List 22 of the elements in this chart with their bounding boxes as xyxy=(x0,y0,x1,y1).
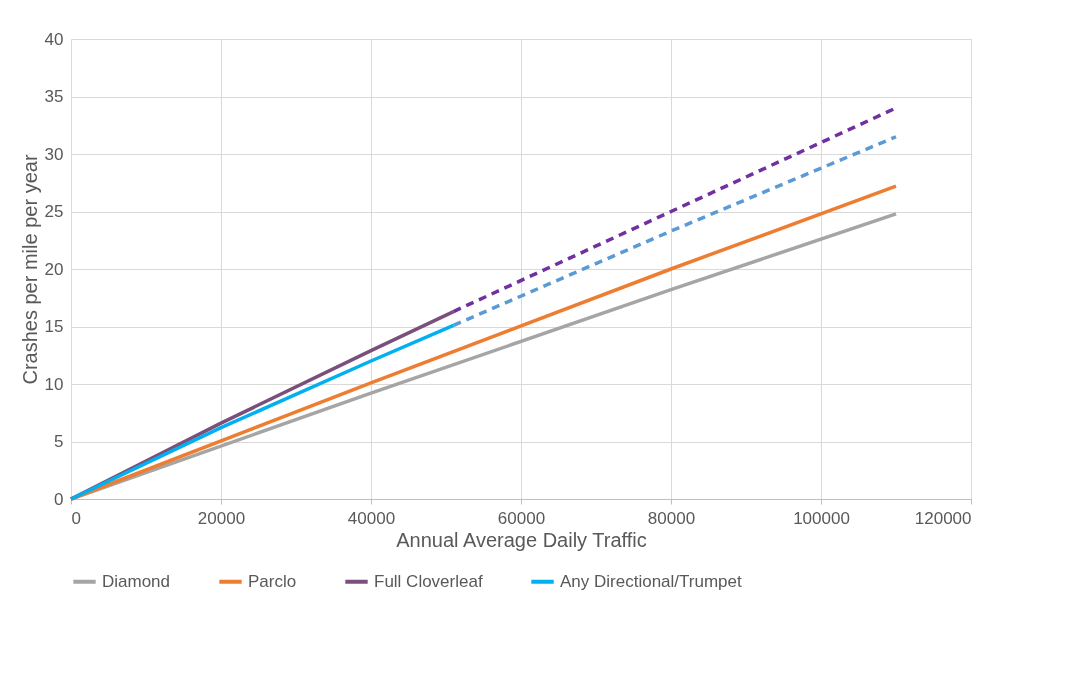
y-tick-label: 40 xyxy=(44,29,64,49)
legend-label: Full Cloverleaf xyxy=(374,571,483,591)
y-tick-label: 25 xyxy=(44,202,64,221)
legend-label: Diamond xyxy=(102,571,171,591)
y-tick-label: 20 xyxy=(44,259,64,279)
y-tick-label: 10 xyxy=(44,374,64,394)
x-tick-label: 120000 xyxy=(914,508,972,528)
x-tick-label: 40000 xyxy=(347,508,396,528)
x-tick-label: 100000 xyxy=(793,508,850,528)
y-tick-label: 15 xyxy=(44,317,64,336)
y-tick-label: 35 xyxy=(44,87,64,106)
x-tick-label: 80000 xyxy=(647,508,696,528)
legend-label: Parclo xyxy=(248,571,297,591)
x-tick-label: 20000 xyxy=(197,508,246,528)
y-axis-title: Crashes per mile per year xyxy=(18,154,41,385)
y-tick-label: 0 xyxy=(54,489,64,509)
y-tick-label: 5 xyxy=(54,432,64,451)
x-tick-label: 0 xyxy=(71,508,81,528)
x-axis-title: Annual Average Daily Traffic xyxy=(396,528,647,551)
legend-label: Any Directional/Trumpet xyxy=(560,571,742,591)
y-tick-label: 30 xyxy=(44,144,64,164)
x-tick-label: 60000 xyxy=(497,508,546,528)
